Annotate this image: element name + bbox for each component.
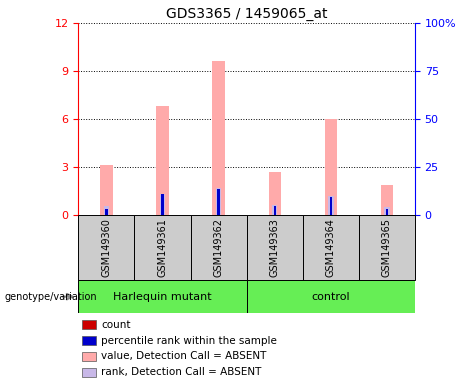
Bar: [359, 215, 415, 280]
Text: GSM149362: GSM149362: [213, 218, 224, 277]
Bar: [190, 215, 247, 280]
Bar: [247, 215, 303, 280]
Bar: [82, 320, 95, 329]
Title: GDS3365 / 1459065_at: GDS3365 / 1459065_at: [166, 7, 327, 21]
Text: GSM149364: GSM149364: [326, 218, 336, 277]
Text: value, Detection Call = ABSENT: value, Detection Call = ABSENT: [101, 351, 267, 361]
Text: GSM149361: GSM149361: [158, 218, 167, 277]
Bar: [247, 280, 415, 313]
Bar: [160, 194, 165, 215]
Bar: [381, 185, 393, 215]
Bar: [384, 207, 390, 215]
Bar: [82, 368, 95, 377]
Text: Harlequin mutant: Harlequin mutant: [113, 291, 212, 302]
Bar: [268, 172, 281, 215]
Bar: [213, 61, 225, 215]
Bar: [218, 189, 220, 215]
Bar: [135, 215, 190, 280]
Text: rank, Detection Call = ABSENT: rank, Detection Call = ABSENT: [101, 367, 262, 377]
Text: GSM149363: GSM149363: [270, 218, 280, 277]
Text: genotype/variation: genotype/variation: [5, 291, 97, 302]
Bar: [386, 209, 388, 215]
Bar: [78, 280, 247, 313]
Bar: [386, 214, 388, 215]
Bar: [104, 206, 109, 215]
Text: control: control: [312, 291, 350, 302]
Bar: [161, 214, 164, 215]
Bar: [218, 214, 220, 215]
Text: GSM149360: GSM149360: [101, 218, 112, 277]
Bar: [78, 215, 135, 280]
Bar: [272, 205, 278, 215]
Bar: [328, 196, 334, 215]
Bar: [330, 214, 332, 215]
Bar: [100, 166, 112, 215]
Bar: [105, 209, 107, 215]
Text: count: count: [101, 320, 131, 330]
Bar: [303, 215, 359, 280]
Bar: [161, 194, 164, 215]
Bar: [82, 352, 95, 361]
Bar: [330, 197, 332, 215]
Bar: [273, 206, 276, 215]
Bar: [273, 214, 276, 215]
Bar: [156, 106, 169, 215]
Text: GSM149365: GSM149365: [382, 218, 392, 277]
Bar: [105, 212, 107, 215]
Bar: [82, 336, 95, 345]
Text: percentile rank within the sample: percentile rank within the sample: [101, 336, 277, 346]
Bar: [325, 119, 337, 215]
Bar: [216, 188, 221, 215]
